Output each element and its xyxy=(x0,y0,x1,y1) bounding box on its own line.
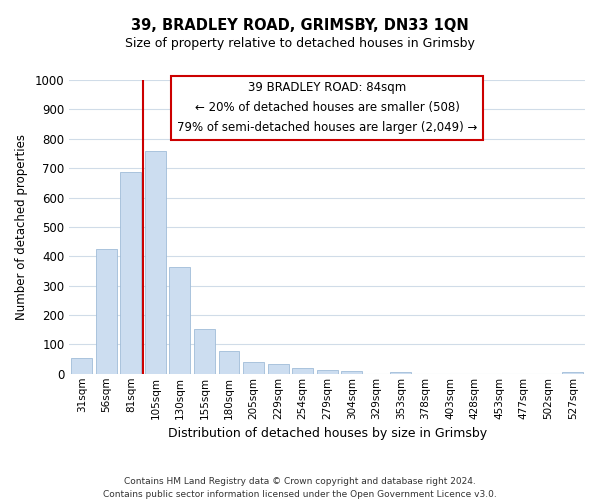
Bar xyxy=(194,329,215,374)
Bar xyxy=(243,362,264,374)
Bar xyxy=(268,364,289,374)
X-axis label: Distribution of detached houses by size in Grimsby: Distribution of detached houses by size … xyxy=(167,427,487,440)
Bar xyxy=(145,152,166,374)
Text: Contains HM Land Registry data © Crown copyright and database right 2024.: Contains HM Land Registry data © Crown c… xyxy=(124,478,476,486)
Bar xyxy=(317,370,338,374)
Bar xyxy=(341,371,362,374)
Bar xyxy=(96,249,116,374)
Y-axis label: Number of detached properties: Number of detached properties xyxy=(15,134,28,320)
Text: Size of property relative to detached houses in Grimsby: Size of property relative to detached ho… xyxy=(125,38,475,51)
Bar xyxy=(292,368,313,374)
Bar xyxy=(391,372,412,374)
Bar xyxy=(71,358,92,374)
Bar xyxy=(218,352,239,374)
Text: Contains public sector information licensed under the Open Government Licence v3: Contains public sector information licen… xyxy=(103,490,497,499)
Text: 39 BRADLEY ROAD: 84sqm
← 20% of detached houses are smaller (508)
79% of semi-de: 39 BRADLEY ROAD: 84sqm ← 20% of detached… xyxy=(177,82,478,134)
Bar xyxy=(121,172,141,374)
Bar xyxy=(169,268,190,374)
Bar xyxy=(562,372,583,374)
Text: 39, BRADLEY ROAD, GRIMSBY, DN33 1QN: 39, BRADLEY ROAD, GRIMSBY, DN33 1QN xyxy=(131,18,469,32)
